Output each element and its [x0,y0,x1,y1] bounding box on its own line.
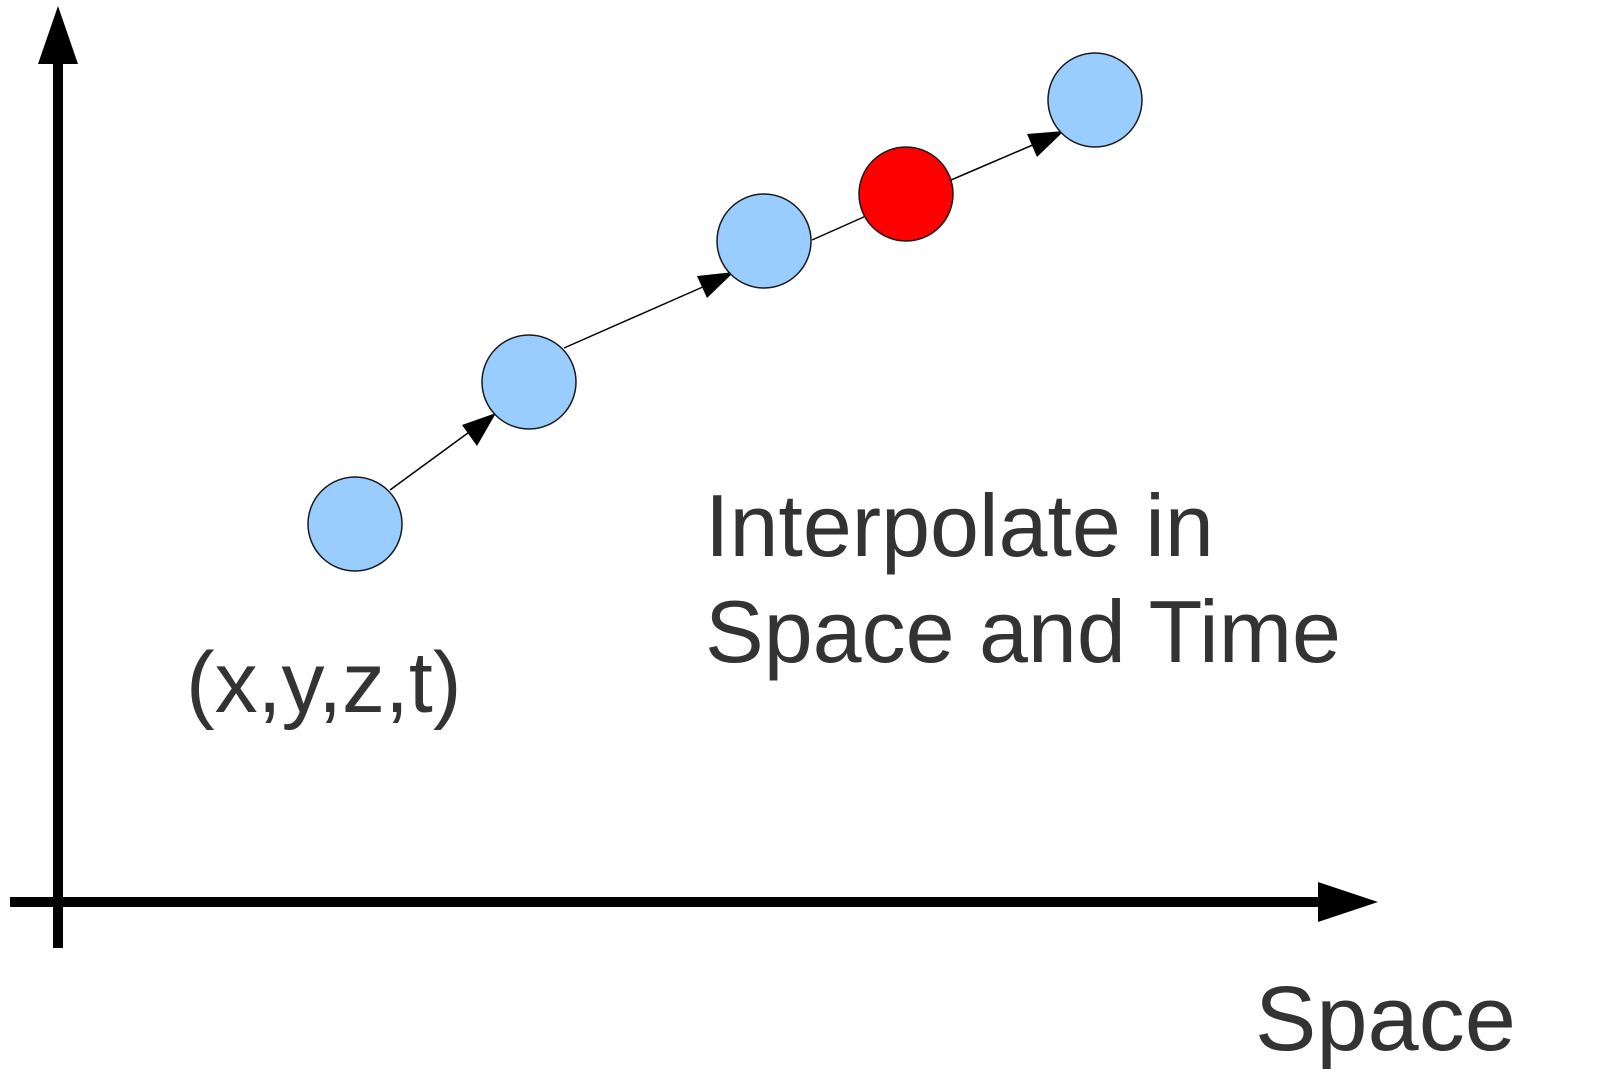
coordinate-label: (x,y,z,t) [186,635,461,731]
sample-point [307,476,403,572]
caption-line-1: Interpolate in [705,476,1214,575]
interpolated-point [858,146,954,242]
connector-arrowhead [697,272,734,298]
sample-point [481,334,577,430]
caption-line-2: Space and Time [705,582,1341,681]
connector-line [950,143,1036,181]
connector-line [563,285,706,349]
trajectory-connectors [389,131,1064,491]
y-axis-arrowhead [38,6,78,64]
axes [10,6,1378,948]
x-axis-arrowhead [1318,882,1378,922]
connector-line [811,215,867,241]
x-axis-label: Space [1255,968,1516,1070]
connector-arrow [389,429,473,491]
connector-arrowhead [1027,131,1064,157]
sample-point [1047,52,1143,148]
trajectory-points [307,52,1143,572]
connector-arrowhead [462,413,496,446]
sample-point [716,193,812,289]
